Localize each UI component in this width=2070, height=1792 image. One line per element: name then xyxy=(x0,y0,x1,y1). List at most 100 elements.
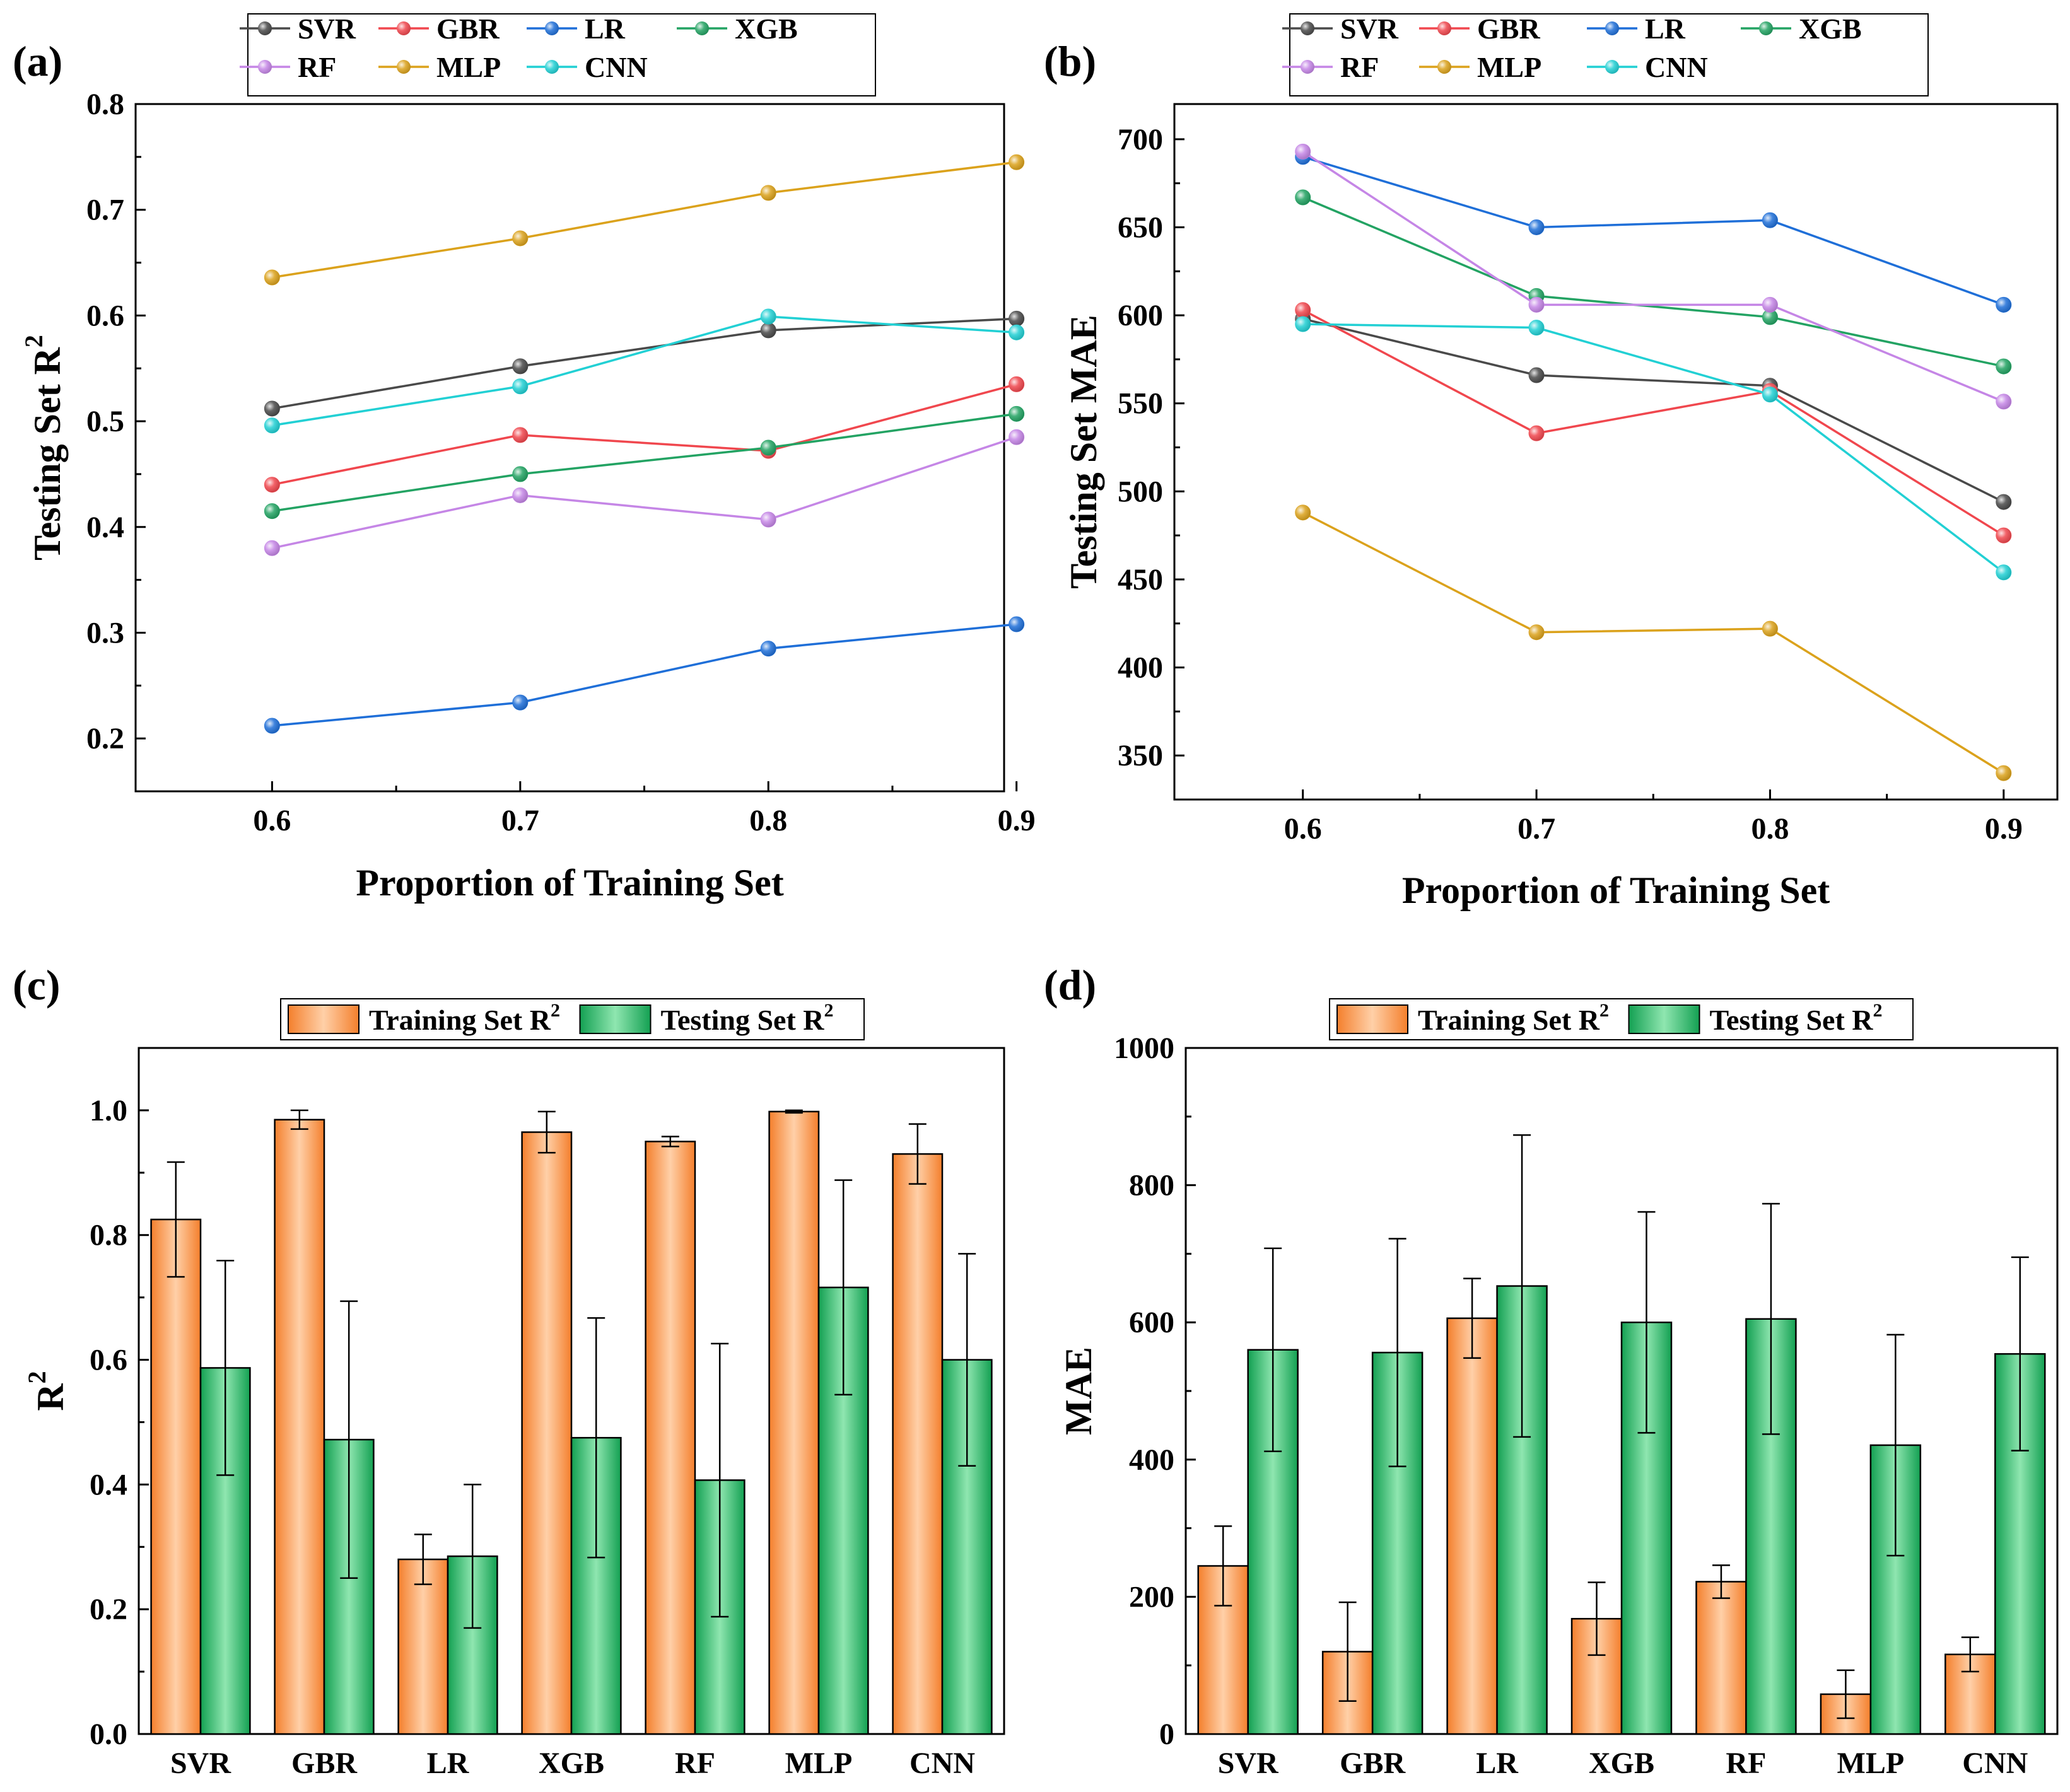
y-axis-label-text: MAE xyxy=(1058,1347,1099,1435)
panel-label-a: (a) xyxy=(13,37,62,85)
legend-marker-shade xyxy=(397,21,411,35)
training-bar-xgb xyxy=(521,1131,573,1735)
legend-marker-shade xyxy=(1605,21,1619,35)
series-line-cnn xyxy=(1302,323,2004,574)
legend-marker-shade xyxy=(1301,60,1314,74)
y-tick-label: 0.8 xyxy=(86,88,124,121)
training-bar-mlp xyxy=(768,1110,820,1735)
data-point-shade xyxy=(512,230,528,246)
y-axis-label: MAE xyxy=(1058,1347,1099,1435)
legend-label-gbr: GBR xyxy=(436,13,500,45)
series-line-lr xyxy=(1302,156,2004,306)
x-tick-label: MLP xyxy=(785,1747,853,1780)
y-axis-label-sup: 2 xyxy=(23,1371,51,1383)
plot-frame xyxy=(134,103,1005,793)
series-line-mlp xyxy=(272,161,1017,279)
legend-label-testing-sup: 2 xyxy=(824,1000,834,1021)
y-tick-label: 0.6 xyxy=(86,299,124,332)
data-point-shade xyxy=(512,427,528,443)
legend-label-training-text: Training Set R xyxy=(1418,1004,1600,1036)
x-tick-label: 0.6 xyxy=(253,804,291,837)
data-point-shade xyxy=(1996,564,2011,580)
y-axis-label-text: Testing Set R xyxy=(26,347,68,560)
x-tick-label: CNN xyxy=(1962,1747,2028,1780)
legend-label-training-sup: 2 xyxy=(551,1000,560,1021)
x-tick-label: MLP xyxy=(1837,1747,1905,1780)
data-point-shade xyxy=(264,477,280,492)
y-tick-label: 450 xyxy=(1118,563,1163,596)
chart-a: 0.2 0.3 0.4 0.5 0.6 0.7 0.8 0.6 0.7 0.8 0.9 Proport… xyxy=(20,13,1036,904)
y-tick-label: 0.3 xyxy=(86,616,124,649)
panel-label-d: (d) xyxy=(1044,961,1096,1009)
data-point-shade xyxy=(1996,393,2011,409)
data-point-shade xyxy=(1762,621,1778,637)
legend-marker-shade xyxy=(1301,21,1314,35)
training-bar-cnn xyxy=(892,1153,944,1735)
y-tick-label: 0 xyxy=(1159,1718,1174,1751)
data-point-shade xyxy=(1009,617,1024,632)
y-axis-label: Testing Set MAE xyxy=(1063,315,1104,588)
data-point-shade xyxy=(1762,309,1778,325)
x-tick-label: LR xyxy=(427,1747,470,1780)
legend-label-testing: Testing Set R2 xyxy=(1710,1000,1883,1036)
y-tick-label: 500 xyxy=(1118,475,1163,508)
data-point-shade xyxy=(761,512,776,528)
data-point-shade xyxy=(512,466,528,482)
data-point-shade xyxy=(1009,154,1024,170)
data-point-shade xyxy=(512,695,528,711)
y-tick-label: 600 xyxy=(1118,299,1163,332)
legend-label-rf: RF xyxy=(1340,51,1379,83)
chart-d: 0 200 400 600 800 1000 MAE SVR GBR LR XGB RF MLP CNN T… xyxy=(1058,998,2059,1780)
y-tick-label: 650 xyxy=(1118,211,1163,244)
data-point-shade xyxy=(1295,317,1311,332)
y-tick-label: 0.4 xyxy=(86,511,124,544)
data-point-shade xyxy=(1529,426,1545,441)
legend-swatch-testing xyxy=(579,1004,652,1034)
legend-label-training: Training Set R2 xyxy=(1418,1000,1609,1036)
data-point-shade xyxy=(761,309,776,325)
x-tick-label: 0.8 xyxy=(1751,812,1789,846)
data-point-shade xyxy=(1529,368,1545,383)
legend-marker-shade xyxy=(545,60,559,74)
y-axis-label-sup: 2 xyxy=(20,335,48,347)
x-tick-label: SVR xyxy=(1218,1747,1279,1780)
training-bar-lr xyxy=(1446,1317,1498,1735)
series-line-mlp xyxy=(1302,511,2004,774)
data-point-shade xyxy=(761,322,776,338)
data-point-shade xyxy=(1295,504,1311,520)
data-point-shade xyxy=(1009,325,1024,340)
data-point-shade xyxy=(1529,320,1545,335)
data-point-shade xyxy=(1762,212,1778,228)
y-tick-label: 200 xyxy=(1129,1580,1174,1614)
y-tick-label: 0.2 xyxy=(86,722,124,755)
legend-label-xgb: XGB xyxy=(735,13,798,45)
series-line-lr xyxy=(272,623,1017,727)
x-axis-label: Proportion of Training Set xyxy=(356,862,783,904)
legend-marker-shade xyxy=(258,21,272,35)
legend-label-testing-text: Testing Set R xyxy=(1710,1004,1874,1036)
data-point-shade xyxy=(264,270,280,286)
legend-marker-shade xyxy=(695,21,709,35)
x-axis-label: Proportion of Training Set xyxy=(1402,870,1830,911)
legend-label-cnn: CNN xyxy=(585,51,648,83)
data-point-shade xyxy=(1762,297,1778,313)
x-tick-label: 0.7 xyxy=(501,804,539,837)
series-line-xgb xyxy=(1302,196,2004,368)
legend-swatch-training xyxy=(1336,1004,1408,1034)
legend-label-testing-text: Testing Set R xyxy=(661,1004,825,1036)
legend-label-svr: SVR xyxy=(1340,13,1399,45)
series-line-svr xyxy=(272,317,1017,410)
data-point-shade xyxy=(264,718,280,734)
data-point-shade xyxy=(1295,144,1311,160)
y-tick-label: 0.6 xyxy=(90,1344,127,1377)
x-tick-label: RF xyxy=(1726,1747,1766,1780)
x-tick-label: XGB xyxy=(539,1747,604,1780)
data-point-shade xyxy=(1996,494,2011,510)
y-tick-label: 0.5 xyxy=(86,405,124,438)
legend-box xyxy=(280,998,865,1040)
legend-marker-shade xyxy=(397,60,411,74)
x-tick-label: 0.9 xyxy=(998,804,1036,837)
y-tick-label: 1.0 xyxy=(90,1094,127,1127)
